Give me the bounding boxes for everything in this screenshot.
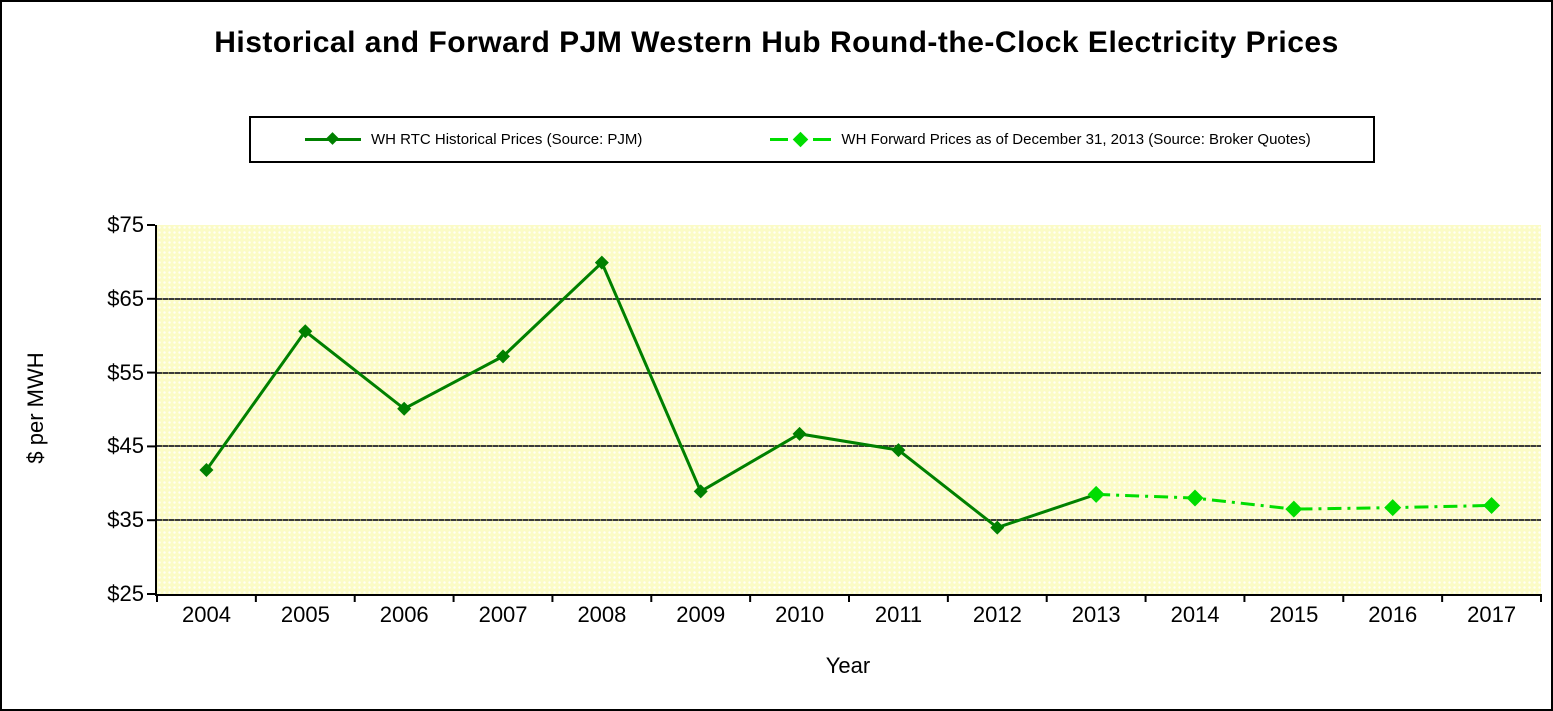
chart-title: Historical and Forward PJM Western Hub R…: [214, 26, 1339, 59]
x-tick-label: 2014: [1170, 602, 1220, 627]
data-point-marker: [1087, 485, 1105, 503]
x-tick-label: 2015: [1269, 602, 1319, 627]
x-tick-label: 2009: [676, 602, 726, 627]
y-tick-label: $45: [107, 433, 144, 459]
historical-line-sample-icon: [305, 132, 361, 145]
gridline-65: [157, 297, 1541, 300]
y-tick-label: $25: [107, 581, 144, 606]
x-tick-label: 2012: [972, 602, 1022, 627]
legend-label-forward: WH Forward Prices as of December 31, 201…: [841, 131, 1311, 148]
data-point-marker: [1483, 496, 1501, 514]
chart-canvas: [147, 224, 1542, 602]
x-tick-label: 2011: [874, 602, 923, 627]
data-point-marker: [1285, 500, 1303, 518]
gridline-55: [157, 371, 1541, 374]
legend: WH RTC Historical Prices (Source: PJM) W…: [249, 116, 1375, 163]
data-point-marker: [693, 484, 708, 499]
y-axis-title: $ per MWH: [23, 352, 48, 464]
x-tick-label: 2013: [1071, 602, 1121, 627]
x-tick-label: 2006: [379, 602, 429, 627]
legend-entry-forward: WH Forward Prices as of December 31, 201…: [770, 131, 1311, 148]
x-tick-label: 2016: [1368, 602, 1418, 627]
y-tick-label: $55: [107, 359, 144, 385]
data-point-marker: [496, 349, 510, 364]
series-line-0: [205, 260, 1097, 530]
y-tick-label: $75: [107, 212, 144, 237]
legend-entry-historical: WH RTC Historical Prices (Source: PJM): [305, 131, 642, 148]
data-point-marker: [891, 443, 906, 458]
forward-line-sample-icon: [770, 131, 832, 148]
x-tick-label: 2004: [182, 602, 231, 627]
data-point-marker: [792, 426, 807, 441]
data-point-marker: [298, 324, 313, 339]
x-axis-title: Year: [825, 653, 871, 678]
x-tick-label: 2007: [478, 602, 528, 627]
data-point-marker: [1384, 499, 1402, 517]
gridline-45: [157, 445, 1541, 448]
x-tick-label: 2008: [577, 602, 627, 627]
data-point-marker: [397, 401, 412, 416]
y-tick-label: $35: [107, 507, 144, 533]
plot-area: [147, 224, 1542, 602]
legend-label-historical: WH RTC Historical Prices (Source: PJM): [371, 131, 643, 148]
data-point-marker: [990, 520, 1005, 535]
data-point-marker: [199, 463, 214, 478]
data-point-marker: [594, 255, 609, 270]
data-point-marker: [1186, 489, 1204, 507]
y-tick-label: $65: [107, 285, 144, 311]
x-tick-label: 2010: [775, 602, 825, 627]
gridline-35: [157, 519, 1541, 522]
series-line-1: [1096, 492, 1492, 511]
x-tick-label: 2017: [1467, 602, 1517, 627]
x-tick-label: 2005: [280, 602, 330, 627]
